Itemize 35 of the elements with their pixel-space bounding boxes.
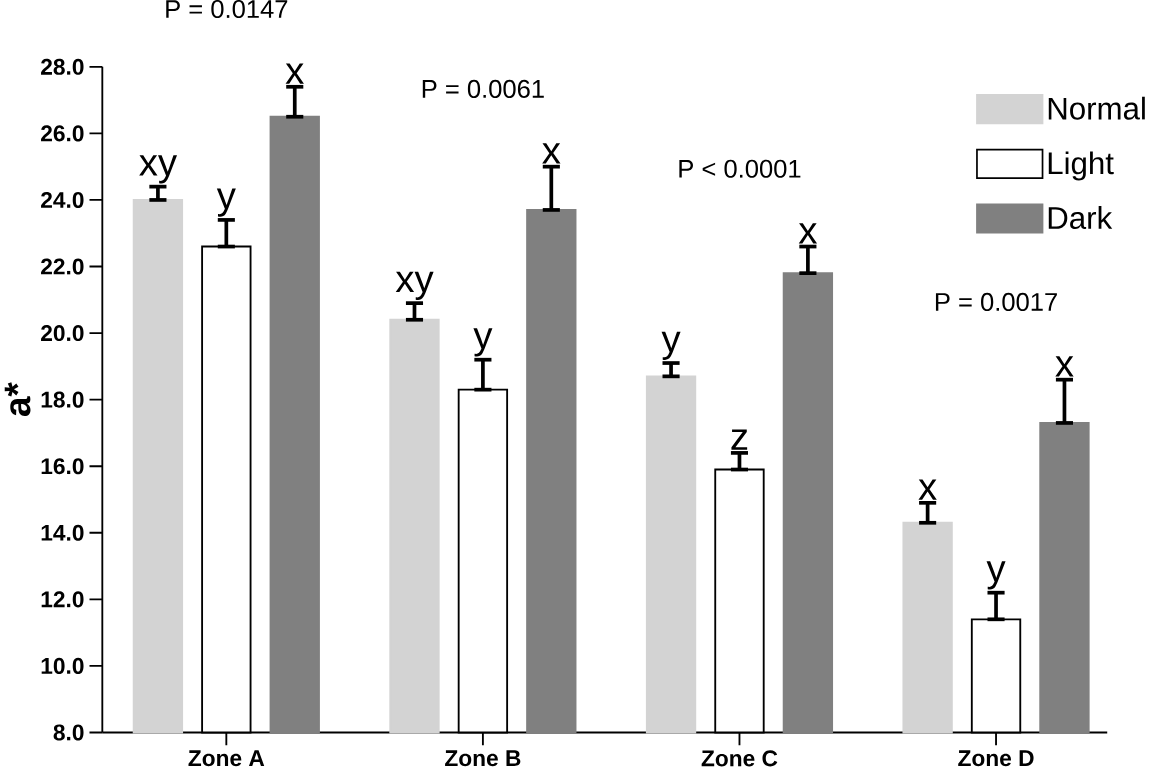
legend-label: Dark (1048, 206, 1113, 229)
y-tick-label: 22.0 (41, 258, 84, 275)
y-tick-label: 14.0 (41, 524, 84, 541)
data-label: x (798, 223, 818, 244)
y-tick-label: 10.0 (41, 657, 84, 674)
data-label: x (918, 479, 937, 500)
data-label: y (216, 188, 236, 217)
data-label: y (661, 331, 681, 360)
data-label: xy (139, 155, 178, 184)
x-tick-label: Zone B (445, 750, 521, 767)
data-label: x (285, 63, 304, 84)
y-tick-label: 8.0 (53, 724, 84, 741)
data-label: y (473, 328, 493, 357)
data-label: y (986, 561, 1006, 590)
annotation: P < 0.0001 (679, 159, 801, 178)
y-tick-label: 28.0 (41, 58, 84, 75)
y-axis-title: a* (4, 382, 31, 416)
y-tick-label: 16.0 (41, 458, 84, 475)
y-tick-label: 20.0 (41, 324, 84, 342)
x-tick-label: Zone A (188, 750, 265, 767)
data-label: z (731, 429, 748, 450)
legend-label: Light (1048, 151, 1114, 181)
y-tick-label: 18.0 (41, 391, 84, 408)
text: P = 0.0147 (166, 0, 288, 19)
annotation: P = 0.0061 (422, 79, 544, 98)
annotation: P = 0.0017 (935, 292, 1057, 311)
data-label: x (542, 143, 561, 164)
data-label: x (1055, 356, 1074, 377)
y-tick-label: 12.0 (41, 591, 84, 608)
x-tick-label: Zone D (958, 750, 1034, 767)
x-tick-label: Zone C (701, 750, 778, 767)
y-tick-label: 26.0 (41, 125, 84, 142)
y-tick-label: 24.0 (41, 191, 84, 208)
data-label: xy (395, 271, 434, 300)
legend-label: Normal (1048, 96, 1145, 120)
